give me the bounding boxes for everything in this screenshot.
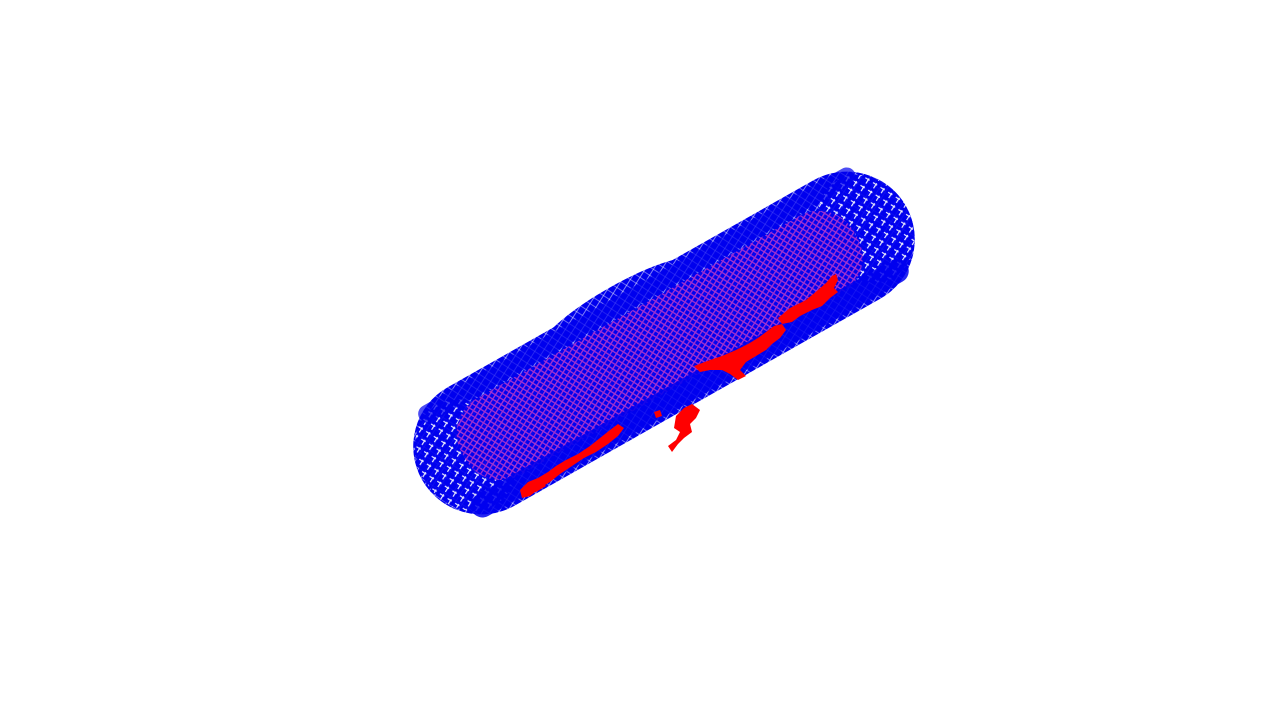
highlight-region-center-fragment bbox=[668, 404, 700, 452]
highlight-regions bbox=[520, 274, 838, 498]
highlight-region-lower-left bbox=[520, 424, 624, 498]
capsule-inner-grid bbox=[456, 210, 863, 481]
highlight-region-middle-right bbox=[694, 324, 786, 380]
highlight-region-lower-left-tail bbox=[528, 480, 546, 492]
highlight-region-upper-right bbox=[778, 274, 838, 324]
highlight-region-small-dot bbox=[654, 410, 662, 418]
capsule-upper-rim bbox=[418, 167, 856, 423]
capsule-object bbox=[413, 167, 915, 518]
